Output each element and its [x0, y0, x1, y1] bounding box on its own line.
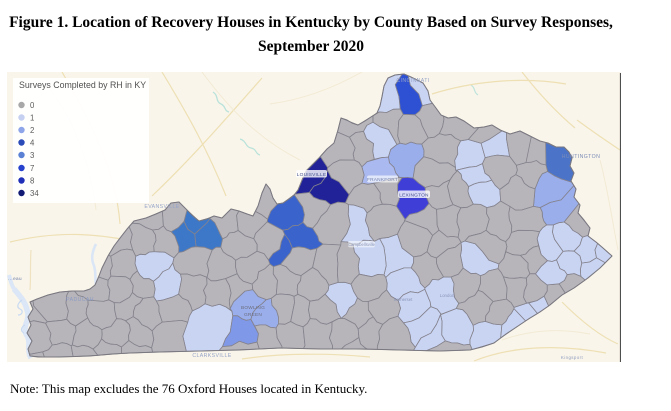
svg-text:PADUCAH: PADUCAH	[66, 297, 94, 303]
svg-text:4: 4	[30, 139, 35, 148]
svg-text:Kingsport: Kingsport	[561, 355, 584, 360]
svg-text:EVANSVILLE: EVANSVILLE	[144, 204, 179, 210]
svg-text:8: 8	[30, 177, 34, 186]
svg-text:2: 2	[30, 126, 34, 135]
svg-text:1: 1	[30, 114, 34, 123]
svg-text:3: 3	[30, 151, 34, 160]
svg-text:Surveys Completed by RH in KY: Surveys Completed by RH in KY	[19, 80, 146, 90]
svg-text:LEXINGTON: LEXINGTON	[399, 192, 429, 198]
svg-text:7: 7	[30, 164, 34, 173]
svg-text:34: 34	[30, 189, 39, 198]
svg-text:BOWLING: BOWLING	[241, 305, 265, 311]
svg-text:HUNTINGTON: HUNTINGTON	[562, 154, 601, 160]
svg-text:CINCINNATI: CINCINNATI	[396, 78, 429, 84]
svg-text:FRANKFORT: FRANKFORT	[367, 177, 398, 183]
svg-text:...eau: ...eau	[8, 276, 22, 281]
svg-text:CLARKSVILLE: CLARKSVILLE	[192, 353, 231, 359]
svg-text:Campbellsville: Campbellsville	[348, 242, 376, 247]
svg-text:GREEN: GREEN	[244, 312, 262, 318]
svg-text:Somerset: Somerset	[394, 297, 414, 302]
svg-text:LOUISVILLE: LOUISVILLE	[297, 172, 326, 178]
svg-text:0: 0	[30, 101, 35, 110]
svg-text:London: London	[440, 293, 455, 298]
